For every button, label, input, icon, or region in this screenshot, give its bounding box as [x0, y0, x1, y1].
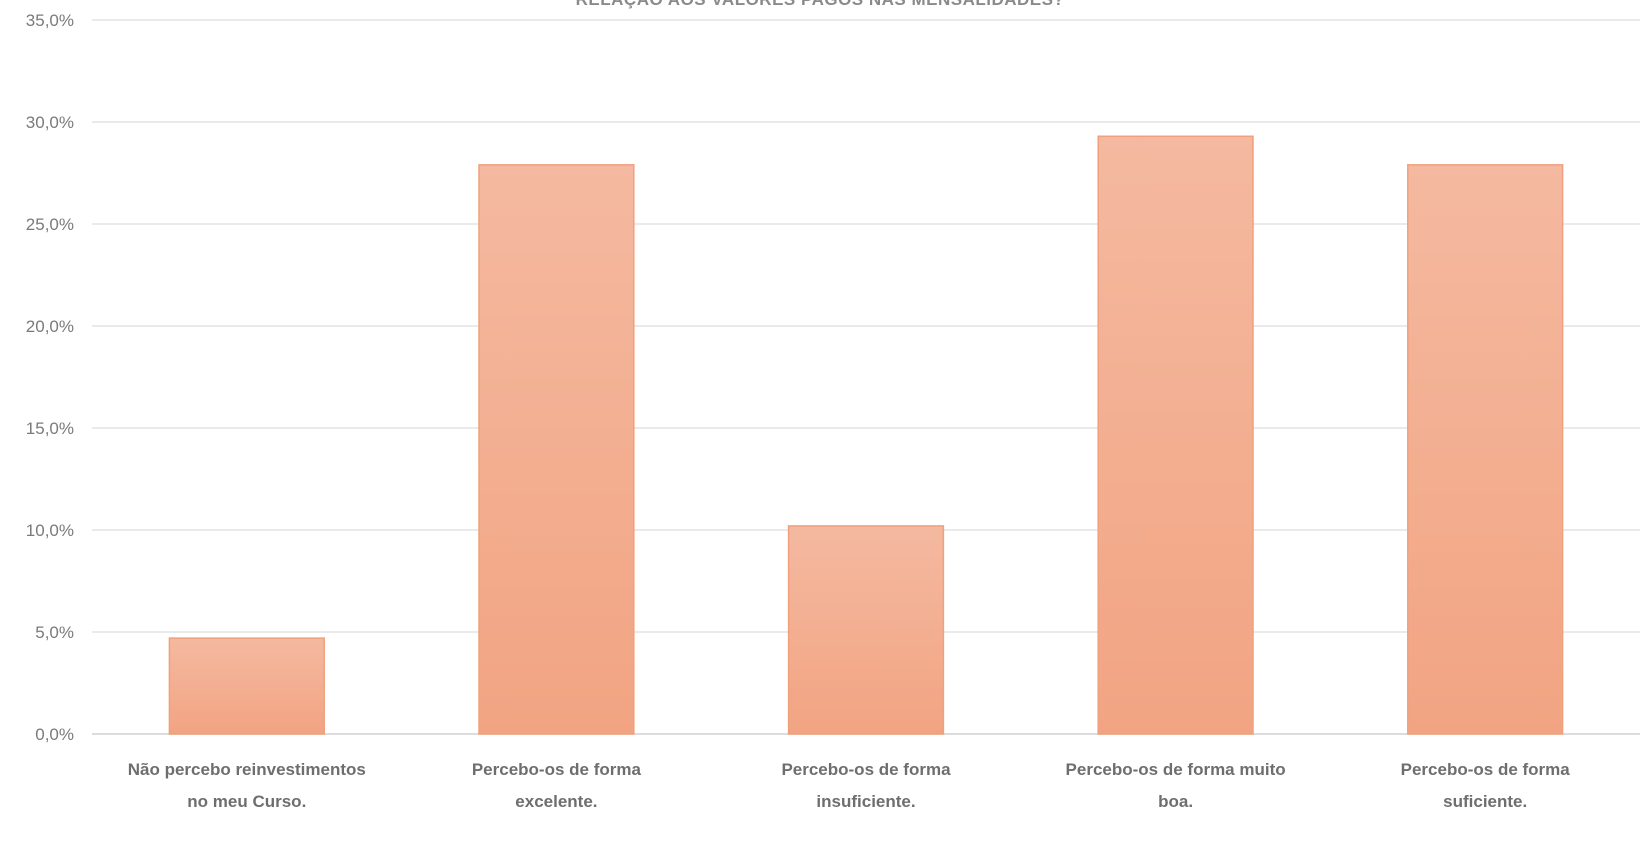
bar — [787, 525, 945, 735]
y-tick-label: 15,0% — [26, 419, 74, 438]
y-tick-label: 0,0% — [35, 725, 74, 744]
x-category-label: no meu Curso. — [187, 792, 306, 811]
bar — [168, 637, 325, 735]
x-category-label: excelente. — [515, 792, 597, 811]
y-tick-label: 25,0% — [26, 215, 74, 234]
x-category-label: Percebo-os de forma muito — [1066, 760, 1286, 779]
x-category-label: insuficiente. — [816, 792, 915, 811]
y-tick-label: 10,0% — [26, 521, 74, 540]
x-category-label: Não percebo reinvestimentos — [128, 760, 366, 779]
x-category-label: boa. — [1158, 792, 1193, 811]
y-tick-label: 30,0% — [26, 113, 74, 132]
x-category-label: Percebo-os de forma — [472, 760, 642, 779]
y-tick-label: 20,0% — [26, 317, 74, 336]
x-category-label: Percebo-os de forma — [1401, 760, 1571, 779]
bar — [1407, 164, 1564, 735]
y-tick-label: 5,0% — [35, 623, 74, 642]
bar — [1097, 135, 1254, 735]
x-category-label: suficiente. — [1443, 792, 1527, 811]
y-tick-label: 35,0% — [26, 11, 74, 30]
bar — [478, 164, 635, 735]
x-category-label: Percebo-os de forma — [781, 760, 951, 779]
chart-title: RELAÇÃO AOS VALORES PAGOS NAS MENSALIDAD… — [576, 0, 1065, 9]
